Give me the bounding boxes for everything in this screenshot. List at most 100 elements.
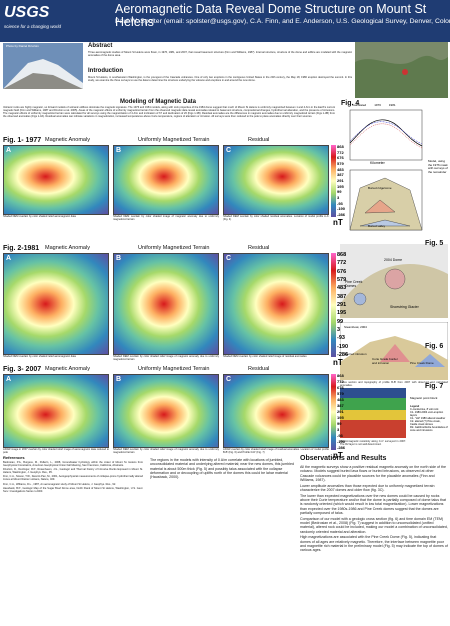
colorbar — [331, 374, 336, 450]
panel-title: Residual — [248, 245, 270, 251]
colorbar-label: 579 — [337, 161, 344, 166]
figure-label: Fig. 3- 2007 — [3, 366, 42, 373]
introduction-heading: Introduction — [88, 68, 123, 74]
legend-entry: C-conductive, 8 volt rock — [410, 408, 439, 411]
colorbar-label: 291 — [337, 302, 347, 308]
colorbar-label: 772 — [337, 149, 344, 155]
fig5-body: Shoestring Glacier — [390, 305, 419, 309]
colorbar-label: -93 — [337, 200, 343, 206]
fig5-body: 2004 Dome — [384, 258, 403, 262]
observations-list: All the magnetic surveys show a positive… — [300, 465, 448, 554]
observations-heading: Observations and Results — [300, 455, 387, 462]
figure-label: Fig. 1- 1977 — [3, 137, 42, 144]
reference-item: Finn, C.A., Williams, D.L., 1987, An aer… — [3, 482, 117, 486]
authors: Paul W. Spolter (email: spolster@usgs.go… — [115, 18, 450, 25]
colorbar — [331, 253, 336, 357]
volcano-photo — [3, 43, 83, 89]
fig5-map — [340, 244, 448, 318]
fig4-label: Fig. 4 — [341, 100, 360, 107]
colorbar-label: -190 — [337, 206, 346, 212]
observation-item: The lower than expected magnetizations o… — [300, 493, 447, 515]
panel-title: Residual — [248, 137, 270, 143]
map-panel: B — [113, 145, 219, 215]
map-panel: B — [113, 374, 219, 448]
fig7-caption: Electromagnetic resistivity along C-C' s… — [340, 440, 406, 447]
map-panel: B — [113, 253, 219, 355]
references-heading: References — [3, 455, 25, 460]
colorbar-label: 3 — [337, 327, 341, 333]
colorbar-label: 772 — [337, 379, 344, 384]
colorbar-label: 676 — [337, 268, 347, 275]
colorbar-label: 99 — [337, 318, 344, 325]
observation-item: Comparison of our model with a geologic … — [300, 516, 448, 534]
colorbar-label: 291 — [337, 178, 344, 183]
panel-caption: Shaded DEM overlain by color shaded reli… — [3, 215, 76, 218]
colorbar-label: -286 — [337, 212, 346, 217]
colorbar-label: 868 — [337, 252, 347, 258]
panel-letter: A — [6, 147, 12, 154]
conclusion-text: The regions in the models with intensity… — [150, 458, 295, 480]
fig4-legend: Calculated 1976 1981 — [352, 103, 396, 107]
fig6-body: Inferred intrusion — [344, 352, 367, 356]
colorbar-label: 387 — [337, 172, 344, 178]
fig4-body: Buried ridge/cone — [368, 186, 392, 190]
colorbar-label: -286 — [337, 445, 346, 450]
fig7-section — [340, 388, 406, 438]
map-panel: A — [3, 253, 109, 355]
abstract-heading: Abstract — [88, 43, 113, 49]
fig4-body: Buried valley — [368, 224, 386, 228]
fig7-note: Magnetic point block — [410, 396, 438, 400]
observation-item: High magnetizations are associated with … — [300, 535, 448, 553]
colorbar-label: 483 — [337, 166, 344, 172]
fig4-note: Model, using the 1976 mask with surveys … — [428, 159, 448, 174]
colorbar — [331, 145, 336, 217]
legend-entry: 1981 — [388, 103, 396, 107]
panel-letter: B — [116, 376, 122, 383]
figure-label: Fig. 2-1981 — [3, 245, 40, 252]
location-map — [355, 42, 448, 98]
fig5-body: Pine Creek Domes — [345, 280, 363, 288]
map-panel: C — [223, 374, 329, 448]
panel-caption: LiDAR image in 2007 overlain by color sh… — [3, 448, 109, 455]
colorbar-label: 676 — [337, 155, 344, 161]
panel-caption: Shaded DEM overlain by color shaded reli… — [223, 355, 307, 358]
references-list: Bedrosian, P.A., Burgess, M., Pellerin, … — [3, 461, 143, 494]
colorbar-label: 676 — [337, 385, 344, 390]
panel-title: Residual — [248, 366, 270, 372]
colorbar-label: 3 — [337, 195, 340, 200]
panel-letter: C — [226, 376, 232, 383]
colorbar-label: 868 — [337, 373, 344, 378]
panel-letter: C — [226, 255, 232, 262]
tagline: science for a changing world — [4, 24, 62, 29]
panel-title: Magnetic Anomaly — [45, 245, 90, 251]
colorbar-label: -93 — [337, 335, 345, 342]
colorbar-label: 772 — [337, 260, 347, 267]
legend-entry: 1976 — [374, 103, 381, 107]
colorbar-label: -190 — [337, 343, 349, 350]
colorbar-label: 483 — [337, 397, 344, 402]
fig6-body: Pine Creek Dome — [410, 361, 434, 365]
colorbar-label: 99 — [337, 189, 342, 195]
colorbar-label: -190 — [337, 439, 346, 444]
colorbar-label: 3 — [337, 427, 340, 432]
colorbar-label: -93 — [337, 433, 343, 438]
observation-item: Lower amplitude anomalies than those exp… — [300, 483, 435, 492]
panel-title: Uniformly Magnetized Terrain — [138, 137, 210, 143]
reference-item: Dzurisin, D., Denlinger, R.P., Rosenbaum… — [3, 468, 143, 475]
panel-letter: A — [6, 255, 12, 262]
panel-letter: C — [226, 147, 232, 154]
logo: USGS — [4, 4, 50, 21]
fig5-label: Fig. 5 — [425, 240, 444, 247]
legend-entry: C1- "old" 1980 altered weather — [410, 417, 446, 420]
legend-entry: Calculated — [352, 103, 367, 107]
colorbar-label: 579 — [337, 391, 344, 396]
colorbar-label: 195 — [337, 310, 347, 317]
legend-heading: Legend — [410, 405, 420, 408]
colorbar-label: 579 — [337, 277, 347, 283]
panel-letter: B — [116, 255, 122, 262]
panel-title: Magnetic Anomaly — [45, 137, 90, 143]
legend-entry: C1- 1980-2004 vent-eruption layers — [410, 411, 444, 417]
title: Aeromagnetic Data Reveal Dome Structure … — [115, 2, 427, 29]
fig4-plot — [349, 109, 423, 231]
colorbar-label: 195 — [337, 415, 344, 420]
